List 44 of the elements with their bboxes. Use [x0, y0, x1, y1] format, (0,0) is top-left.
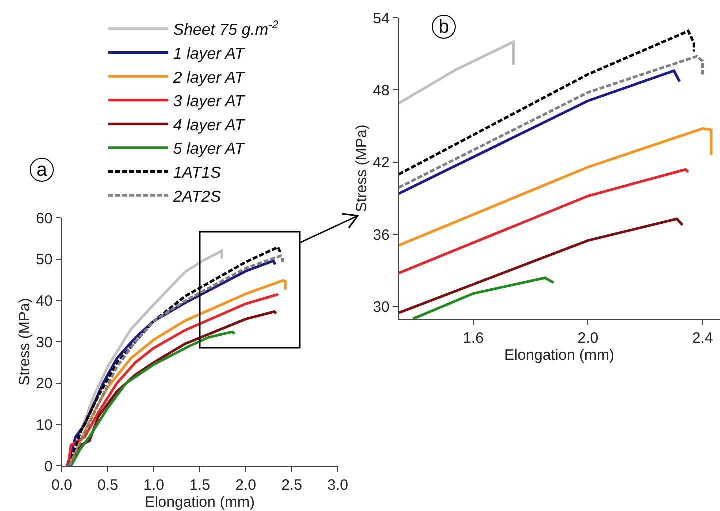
- y-tick-label: 60: [36, 210, 53, 228]
- y-tick-label: 50: [36, 252, 53, 269]
- x-axis-title: Elongation (mm): [504, 347, 615, 364]
- y-axis-title: Stress (MPa): [16, 298, 34, 386]
- x-tick-label: 3.0: [328, 477, 348, 494]
- x-tick-label: 2.4: [692, 330, 714, 348]
- line-series: [70, 330, 236, 466]
- y-tick-label: 10: [36, 416, 53, 434]
- y-tick-label: 36: [373, 226, 390, 244]
- legend-label: 4 layer AT: [173, 117, 246, 134]
- line-series: [399, 70, 682, 196]
- y-tick-label: 30: [36, 334, 53, 352]
- x-tick-label: 0.5: [98, 477, 118, 494]
- x-tick-label: 2.0: [236, 477, 256, 494]
- y-tick-label: 54: [373, 10, 390, 28]
- legend-label: 1 layer AT: [173, 46, 246, 63]
- x-tick-label: 2.5: [282, 477, 302, 494]
- y-tick-label: 40: [36, 292, 53, 310]
- x-tick-label: 0.0: [52, 477, 72, 494]
- y-tick-label: 48: [373, 82, 390, 100]
- y-tick-label: 20: [36, 376, 53, 393]
- x-tick-label: 1.5: [190, 477, 210, 494]
- annotation: b: [432, 15, 456, 39]
- y-tick-label: 42: [373, 154, 390, 172]
- legend-label: 3 layer AT: [173, 94, 246, 111]
- line-series: [399, 218, 684, 314]
- line-series: [399, 127, 713, 247]
- line-series: [399, 168, 690, 275]
- legend-label: 2AT2S: [172, 188, 222, 206]
- x-tick-label: 2.0: [578, 330, 599, 348]
- legend-label: 1AT1S: [173, 164, 222, 182]
- y-axis-title: Stress (MPa): [353, 124, 370, 212]
- legend-label: 5 layer AT: [173, 141, 246, 158]
- x-tick-label: 1.0: [144, 477, 164, 494]
- x-tick-label: 1.6: [463, 330, 484, 348]
- y-tick-label: 30: [373, 299, 390, 316]
- legend-label: Sheet 75 g.m$^{-2}$: [173, 19, 280, 40]
- text: a: [30, 158, 54, 182]
- line-series: [399, 40, 515, 105]
- line-series: [412, 276, 556, 319]
- line-series: [399, 55, 704, 190]
- y-tick-label: 0: [44, 458, 53, 476]
- x-axis-title: Elongation (mm): [144, 494, 256, 511]
- legend-label: 2 layer AT: [172, 70, 246, 87]
